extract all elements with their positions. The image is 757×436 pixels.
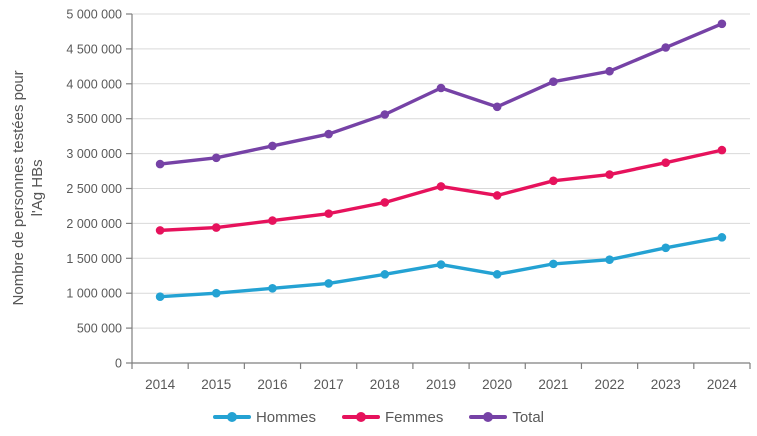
data-point-femmes-2020 (492, 191, 502, 200)
data-point-hommes-2024 (717, 233, 727, 242)
x-tick-label: 2016 (257, 377, 287, 392)
legend-label-hommes: Hommes (255, 408, 316, 426)
data-point-total-2014 (155, 159, 165, 169)
y-tick-label: 0 (115, 357, 122, 371)
legend-item-femmes: Femmes (341, 408, 444, 426)
y-tick-label: 1 500 000 (66, 252, 122, 266)
data-point-total-2023 (661, 43, 671, 52)
x-tick-label: 2023 (651, 377, 681, 392)
femmes-line-marker-icon (341, 412, 380, 423)
x-tick-label: 2018 (370, 377, 400, 392)
x-tick-label: 2022 (595, 377, 625, 392)
y-tick-label: 2 000 000 (66, 217, 122, 231)
data-point-femmes-2022 (605, 170, 614, 179)
data-point-total-2015 (211, 153, 221, 163)
data-point-hommes-2014 (155, 292, 165, 301)
total-line-marker-icon (469, 412, 508, 423)
data-point-total-2020 (492, 102, 502, 112)
y-tick-label: 500 000 (77, 322, 122, 336)
hommes-line-marker-icon (212, 412, 251, 423)
data-point-femmes-2023 (661, 158, 671, 167)
data-point-hommes-2022 (605, 255, 614, 264)
data-point-total-2021 (549, 77, 558, 87)
data-point-hommes-2016 (268, 284, 277, 293)
data-point-total-2022 (605, 66, 614, 76)
data-point-femmes-2015 (211, 223, 221, 232)
legend-label-total: Total (512, 408, 545, 426)
y-tick-label: 4 000 000 (66, 77, 122, 91)
y-tick-label: 3 500 000 (66, 112, 122, 126)
data-point-total-2024 (717, 19, 727, 29)
plot-area: 0 500 000 1 000 000 1 500 000 2 000 000 2 500… (66, 8, 751, 392)
data-point-femmes-2017 (324, 209, 333, 218)
data-point-total-2018 (380, 110, 390, 119)
data-point-total-2017 (324, 129, 333, 139)
x-tick-label: 2021 (538, 377, 568, 392)
legend-item-total: Total (469, 409, 544, 426)
data-point-total-2016 (268, 141, 277, 151)
x-tick-label: 2020 (482, 377, 512, 392)
data-point-hommes-2023 (661, 243, 671, 253)
y-tick-label: 5 000 000 (66, 8, 122, 22)
data-point-femmes-2018 (380, 198, 390, 207)
y-axis-title-line1: Nombre de personnes testées pour (10, 70, 28, 306)
x-tick-label: 2019 (426, 377, 456, 392)
y-axis-title-line2: l'Ag HBs (29, 159, 46, 217)
data-point-hommes-2020 (492, 270, 502, 279)
y-tick-label: 3 000 000 (66, 147, 122, 161)
x-tick-label: 2017 (314, 377, 344, 392)
series-line-total (158, 22, 724, 166)
data-point-hommes-2018 (380, 270, 390, 279)
data-point-femmes-2016 (268, 216, 277, 225)
data-point-femmes-2024 (717, 145, 727, 155)
legend-label-femmes: Femmes (384, 408, 444, 426)
y-tick-label: 1 000 000 (66, 287, 122, 301)
x-tick-label: 2014 (145, 377, 176, 392)
data-point-hommes-2021 (549, 259, 558, 269)
data-point-hommes-2015 (211, 288, 221, 298)
data-point-hommes-2017 (324, 279, 333, 288)
x-tick-label: 2015 (201, 377, 231, 392)
data-point-femmes-2021 (549, 176, 558, 186)
data-point-femmes-2019 (436, 182, 446, 191)
x-tick-label: 2024 (707, 377, 738, 392)
y-axis-title: Nombre de personnes testées pour l'Ag HB… (10, 8, 48, 368)
y-tick-label: 2 500 000 (66, 182, 122, 196)
chart-legend: Hommes Femmes Total (0, 403, 757, 431)
legend-item-hommes: Hommes (212, 408, 316, 426)
data-point-femmes-2014 (155, 226, 165, 235)
y-tick-label: 4 500 000 (66, 42, 122, 56)
data-point-total-2019 (436, 83, 446, 93)
data-point-hommes-2019 (436, 260, 446, 269)
